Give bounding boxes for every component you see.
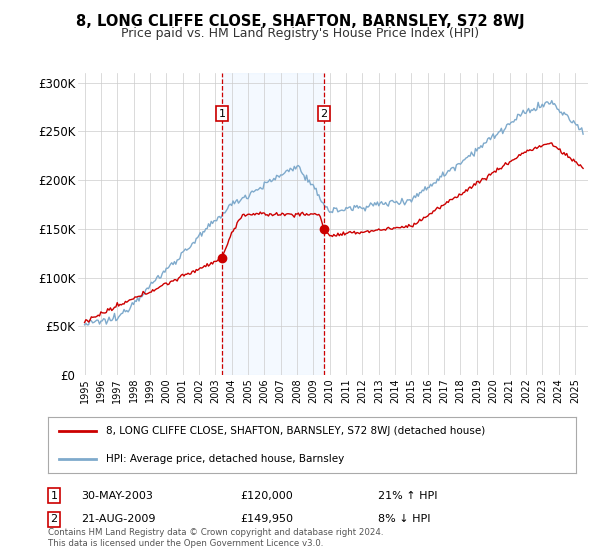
- Text: 21-AUG-2009: 21-AUG-2009: [81, 514, 155, 524]
- Text: HPI: Average price, detached house, Barnsley: HPI: Average price, detached house, Barn…: [106, 454, 344, 464]
- Text: 1: 1: [218, 109, 226, 119]
- Bar: [222, 73, 324, 375]
- Text: 30-MAY-2003: 30-MAY-2003: [81, 491, 153, 501]
- Text: £120,000: £120,000: [240, 491, 293, 501]
- Text: £149,950: £149,950: [240, 514, 293, 524]
- Text: 8, LONG CLIFFE CLOSE, SHAFTON, BARNSLEY, S72 8WJ (detached house): 8, LONG CLIFFE CLOSE, SHAFTON, BARNSLEY,…: [106, 426, 485, 436]
- Text: 8% ↓ HPI: 8% ↓ HPI: [378, 514, 431, 524]
- Text: 8, LONG CLIFFE CLOSE, SHAFTON, BARNSLEY, S72 8WJ: 8, LONG CLIFFE CLOSE, SHAFTON, BARNSLEY,…: [76, 14, 524, 29]
- Text: 2: 2: [50, 514, 58, 524]
- Text: 1: 1: [50, 491, 58, 501]
- Text: Price paid vs. HM Land Registry's House Price Index (HPI): Price paid vs. HM Land Registry's House …: [121, 27, 479, 40]
- Text: Contains HM Land Registry data © Crown copyright and database right 2024.
This d: Contains HM Land Registry data © Crown c…: [48, 528, 383, 548]
- Text: 21% ↑ HPI: 21% ↑ HPI: [378, 491, 437, 501]
- Text: 2: 2: [320, 109, 328, 119]
